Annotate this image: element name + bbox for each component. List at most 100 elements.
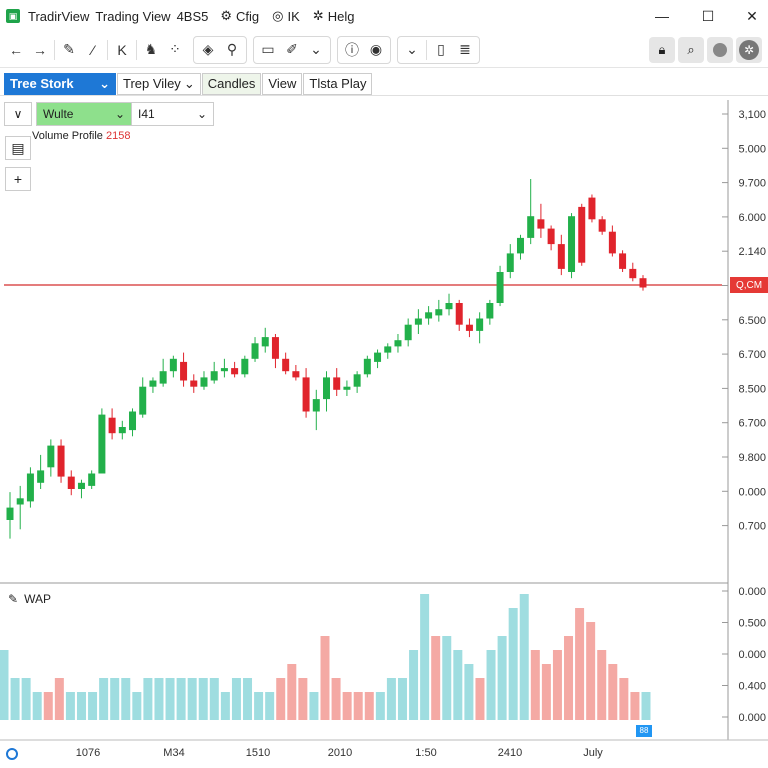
volume-axis-label: 0.500 <box>738 618 766 630</box>
title-number: 4BS5 <box>176 8 209 24</box>
maximize-button[interactable]: ☐ <box>701 7 715 24</box>
volume-bar <box>431 636 441 720</box>
candle-body <box>169 358 177 372</box>
candle-body <box>149 380 157 387</box>
volume-bar <box>88 692 98 720</box>
candle-body <box>363 358 371 375</box>
volume-bar <box>331 678 341 720</box>
tab-tree-stork[interactable]: Tree Stork ⌄ <box>4 72 116 95</box>
candle-body <box>26 473 34 502</box>
candle-body <box>139 386 147 415</box>
candle-body <box>47 445 55 468</box>
panel-icon[interactable]: ▯ <box>437 41 445 57</box>
time-axis-label: M34 <box>163 747 184 759</box>
volume-bar <box>243 678 253 720</box>
magnet-icon[interactable]: ♞ <box>144 41 158 57</box>
symbol-select[interactable]: Wulte ⌄ <box>36 102 132 126</box>
volume-bar <box>530 650 540 720</box>
volume-bar <box>265 692 275 720</box>
clipboard-icon[interactable]: ▤ <box>5 136 31 160</box>
candle-body <box>292 371 300 378</box>
volume-bar <box>21 678 31 720</box>
tab-candles[interactable]: Candles <box>201 72 262 95</box>
tab-trep-viley[interactable]: Trep Viley ⌄ <box>117 72 201 95</box>
list-icon[interactable]: ≣ <box>459 41 471 57</box>
title-bar: ▣ TradirView Trading View 4BS5 ⚙ Cfig ◎ IK… <box>0 0 768 32</box>
volume-bar <box>298 678 308 720</box>
candle-body <box>619 253 627 269</box>
cursor-icon[interactable]: K <box>117 41 127 58</box>
settings-icon[interactable]: ✲ <box>736 36 762 63</box>
candle-body <box>496 272 504 303</box>
volume-bar <box>43 692 53 720</box>
candle-body <box>476 318 484 331</box>
indicator-badge: 88 <box>636 725 652 737</box>
draw-icon[interactable]: ✐ <box>286 41 298 57</box>
pencil-icon[interactable]: ✎ <box>8 592 19 606</box>
tab-view[interactable]: View <box>262 72 303 95</box>
plus-icon[interactable]: + <box>5 167 31 191</box>
volume-bar <box>132 692 142 720</box>
pin-icon[interactable]: ⚲ <box>226 41 238 57</box>
app-icon: ▣ <box>6 9 20 23</box>
settings-circle-icon[interactable] <box>6 748 18 760</box>
menu-help[interactable]: ✲ Helg <box>312 8 355 24</box>
interval-select[interactable]: I41 ⌄ <box>132 102 214 126</box>
minimize-button[interactable]: — <box>655 8 669 24</box>
volume-bar <box>198 678 208 720</box>
search-icon[interactable]: ⌕ <box>678 36 704 63</box>
volume-bar <box>519 594 529 720</box>
drawing-group: ◈ ⚲ <box>193 35 247 64</box>
target-icon: ◎ <box>272 8 284 23</box>
volume-bar <box>486 650 496 720</box>
candle-body <box>506 253 514 272</box>
volume-bar <box>287 664 297 720</box>
volume-bar <box>586 622 596 720</box>
shapes-icon[interactable]: ◈ <box>202 41 214 57</box>
volume-axis-label: 0.000 <box>738 712 766 724</box>
eye-icon[interactable]: ◉ <box>369 41 383 57</box>
volume-bar <box>608 664 618 720</box>
candle-body <box>16 498 24 505</box>
candle-body <box>486 303 494 319</box>
candle-body <box>129 411 137 431</box>
layout-icon[interactable]: ▭ <box>261 41 275 57</box>
menu-ik[interactable]: ◎ IK <box>272 8 300 24</box>
price-axis-label: 6.000 <box>738 212 766 224</box>
menu-config[interactable]: ⚙ Cfig <box>220 8 260 24</box>
volume-bar <box>209 678 219 720</box>
forward-icon[interactable]: → <box>33 41 47 58</box>
candle-body <box>312 399 320 412</box>
price-axis-label: 9.800 <box>738 452 766 464</box>
volume-bar <box>552 650 562 720</box>
lock-icon[interactable]: 🔒︎ <box>649 36 675 63</box>
record-icon[interactable] <box>707 36 733 63</box>
candle-body <box>343 386 351 390</box>
price-axis-label: 6.700 <box>738 349 766 361</box>
close-button[interactable]: ✕ <box>746 7 758 24</box>
back-icon[interactable]: ← <box>9 41 23 58</box>
volume-bar <box>65 692 75 720</box>
volume-bar <box>364 692 374 720</box>
gear-icon: ✲ <box>312 8 324 23</box>
volume-bar <box>619 678 629 720</box>
chevron-down-icon[interactable]: ⌄ <box>310 41 322 57</box>
more-icon[interactable]: ⁘ <box>169 41 181 57</box>
candle-body <box>271 337 279 359</box>
volume-bar <box>464 664 474 720</box>
candle-body <box>425 312 433 319</box>
pencil-icon[interactable]: ✎ <box>63 41 75 57</box>
time-axis-label: 1:50 <box>415 747 436 759</box>
chevron-down-icon: ⌄ <box>183 75 195 91</box>
collapse-button[interactable]: ∨ <box>4 102 32 126</box>
candle-body <box>37 470 45 483</box>
candle-body <box>57 445 65 477</box>
volume-axis-label: 0.400 <box>738 681 766 693</box>
price-axis-label: 8.500 <box>738 383 766 395</box>
time-axis-label: 2410 <box>498 747 522 759</box>
chevron-icon[interactable]: ⌄ <box>406 41 418 57</box>
tab-tlsta-play[interactable]: Tlsta Play <box>303 72 373 95</box>
brush-icon[interactable]: ⁄ <box>91 41 95 58</box>
info-icon[interactable]: ⓘ <box>345 41 359 58</box>
